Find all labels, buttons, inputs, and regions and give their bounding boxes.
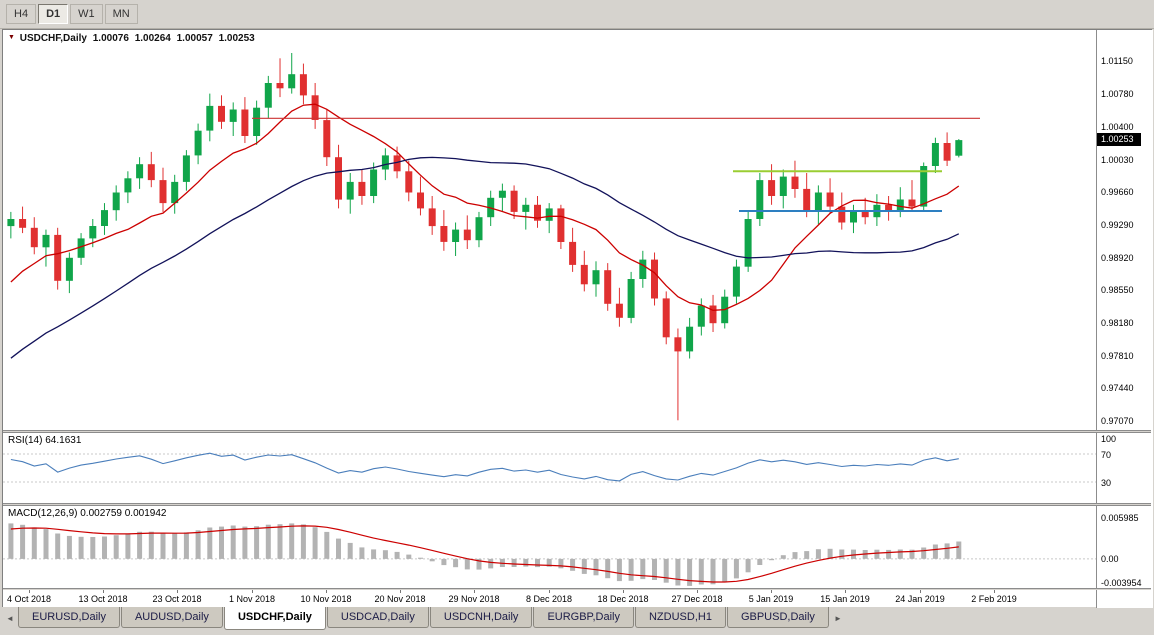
date-axis-tick xyxy=(252,590,253,593)
macd-signal-value: 0.001942 xyxy=(124,508,167,519)
date-axis-label: 18 Dec 2018 xyxy=(597,594,649,604)
date-axis-label: 2 Feb 2019 xyxy=(971,594,1017,604)
panel-splitter[interactable] xyxy=(3,430,1151,433)
rsi-axis-label: 100 xyxy=(1101,434,1117,444)
chart-plot-region: 4 Oct 2018 13 Oct 2018 23 Oct 2018 1 Nov 20… xyxy=(3,30,1096,608)
panel-splitter[interactable] xyxy=(3,503,1151,506)
chart-tabbar: ◄ EURUSD,Daily AUDUSD,Daily USDCHF,Daily US… xyxy=(0,607,1154,635)
rsi-line xyxy=(10,452,959,482)
main-chart-canvas[interactable] xyxy=(3,30,1096,430)
price-axis-label: 0.99290 xyxy=(1101,220,1134,230)
date-axis-label: 23 Oct 2018 xyxy=(152,594,202,604)
chart-tab-eurgbp-daily[interactable]: EURGBP,Daily xyxy=(533,607,634,628)
chart-tab-usdcnh-daily[interactable]: USDCNH,Daily xyxy=(429,607,533,628)
date-axis-tick xyxy=(103,590,104,593)
macd-name: MACD(12,26,9) xyxy=(8,508,78,519)
date-axis-label: 5 Jan 2019 xyxy=(748,594,794,604)
date-axis-tick xyxy=(400,590,401,593)
sma-fast-line[interactable] xyxy=(10,103,960,311)
chart-tab-list: EURUSD,Daily AUDUSD,Daily USDCHF,Daily USDC… xyxy=(18,607,830,630)
price-axis-label: 0.97440 xyxy=(1101,383,1134,393)
chart-tab-audusd-daily[interactable]: AUDUSD,Daily xyxy=(120,607,223,628)
rsi-axis-label: 30 xyxy=(1101,478,1112,488)
tab-scroll-right-button[interactable]: ► xyxy=(833,614,842,623)
chart-tab-usdchf-daily[interactable]: USDCHF,Daily xyxy=(223,607,326,630)
date-axis-label: 8 Dec 2018 xyxy=(525,594,573,604)
rsi-value: 64.1631 xyxy=(45,435,82,446)
price-axis-label: 0.99660 xyxy=(1101,187,1134,197)
date-axis-label: 15 Jan 2019 xyxy=(820,594,870,604)
date-axis-label: 1 Nov 2018 xyxy=(228,594,276,604)
time-axis[interactable]: 4 Oct 2018 13 Oct 2018 23 Oct 2018 1 Nov 20… xyxy=(3,590,1096,608)
timeframe-d1[interactable]: D1 xyxy=(38,4,69,24)
rsi-panel-canvas[interactable] xyxy=(3,433,1096,503)
price-axis-label: 0.97810 xyxy=(1101,351,1134,361)
price-axis[interactable]: 1.00253 1.01150 1.00780 1.00400 1.00030 0.99… xyxy=(1096,30,1153,608)
date-axis-tick xyxy=(29,590,30,593)
chart-symbol-label: USDCHF,Daily xyxy=(19,33,87,44)
macd-histogram xyxy=(8,523,962,586)
date-axis-tick xyxy=(549,590,550,593)
date-axis-tick xyxy=(845,590,846,593)
price-axis-label: 1.00780 xyxy=(1101,89,1134,99)
price-axis-label: 0.98550 xyxy=(1101,285,1134,295)
date-axis-tick xyxy=(920,590,921,593)
ohlc-open: 1.00076 xyxy=(92,33,129,44)
date-axis-tick xyxy=(994,590,995,593)
timeframe-h4[interactable]: H4 xyxy=(6,4,37,24)
date-axis-label: 29 Nov 2018 xyxy=(448,594,500,604)
price-axis-label: 0.97070 xyxy=(1101,416,1134,426)
macd-indicator-label: MACD(12,26,9) 0.002759 0.001942 xyxy=(8,508,166,519)
sma-slow-line[interactable] xyxy=(10,156,960,359)
date-axis-tick xyxy=(326,590,327,593)
chart-tab-gbpusd-daily[interactable]: GBPUSD,Daily xyxy=(726,607,829,628)
timeframe-toolbar: H4 D1 W1 MN xyxy=(0,0,1154,29)
date-axis-label: 20 Nov 2018 xyxy=(374,594,426,604)
ohlc-low: 1.00057 xyxy=(176,33,213,44)
timeframe-w1[interactable]: W1 xyxy=(70,4,103,24)
chart-tab-usdcad-daily[interactable]: USDCAD,Daily xyxy=(326,607,429,628)
candles-group xyxy=(7,53,963,421)
macd-axis-label: 0.005985 xyxy=(1101,513,1139,523)
date-axis-tick xyxy=(771,590,772,593)
ohlc-high: 1.00264 xyxy=(134,33,171,44)
panel-splitter[interactable] xyxy=(3,588,1151,590)
date-axis-label: 4 Oct 2018 xyxy=(6,594,52,604)
date-axis-tick xyxy=(623,590,624,593)
chart-tab-eurusd-daily[interactable]: EURUSD,Daily xyxy=(18,607,120,628)
date-axis-tick xyxy=(474,590,475,593)
chart-window: 4 Oct 2018 13 Oct 2018 23 Oct 2018 1 Nov 20… xyxy=(2,29,1153,608)
current-price-badge: 1.00253 xyxy=(1097,133,1141,146)
price-axis-label: 1.00400 xyxy=(1101,122,1134,132)
date-axis-label: 13 Oct 2018 xyxy=(78,594,128,604)
date-axis-tick xyxy=(177,590,178,593)
rsi-name: RSI(14) xyxy=(8,435,43,446)
date-axis-tick xyxy=(697,590,698,593)
macd-panel-canvas[interactable] xyxy=(3,506,1096,588)
macd-axis-label: -0.003954 xyxy=(1101,578,1142,588)
date-axis-label: 10 Nov 2018 xyxy=(300,594,352,604)
price-axis-label: 0.98920 xyxy=(1101,253,1134,263)
rsi-indicator-label: RSI(14) 64.1631 xyxy=(8,435,81,446)
chart-title: ▼ USDCHF,Daily 1.00076 1.00264 1.00057 1… xyxy=(8,33,258,44)
ohlc-close: 1.00253 xyxy=(218,33,255,44)
price-axis-label: 1.00030 xyxy=(1101,155,1134,165)
date-axis-label: 27 Dec 2018 xyxy=(671,594,723,604)
macd-axis-label: 0.00 xyxy=(1101,554,1119,564)
macd-main-value: 0.002759 xyxy=(80,508,122,519)
price-axis-label: 1.01150 xyxy=(1101,56,1133,66)
timeframe-mn[interactable]: MN xyxy=(104,4,138,24)
chart-tab-nzdusd-h1[interactable]: NZDUSD,H1 xyxy=(634,607,726,628)
rsi-axis-label: 70 xyxy=(1101,450,1112,460)
price-axis-label: 0.98180 xyxy=(1101,318,1134,328)
tab-scroll-left-button[interactable]: ◄ xyxy=(6,614,14,623)
chart-dropdown-icon[interactable]: ▼ xyxy=(8,34,15,41)
date-axis-label: 24 Jan 2019 xyxy=(895,594,945,604)
macd-signal-line xyxy=(10,525,959,583)
